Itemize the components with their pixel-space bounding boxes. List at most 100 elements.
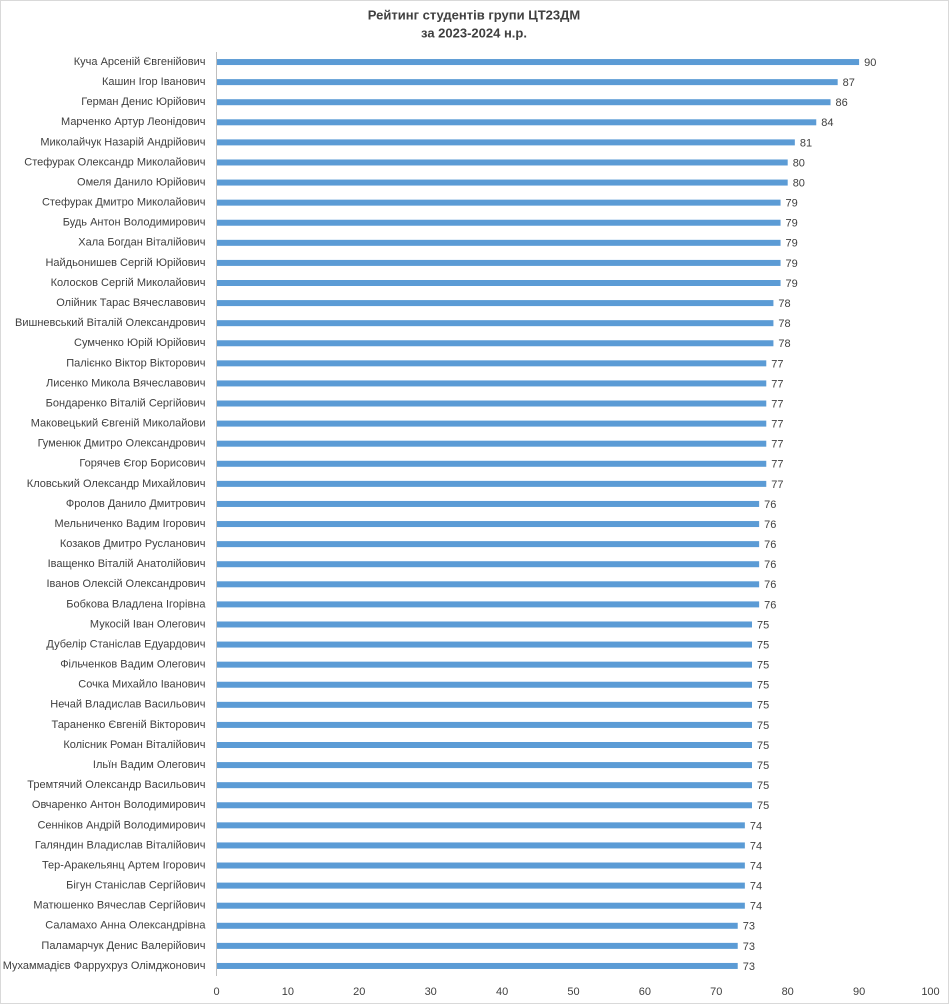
data-label: 79 — [786, 218, 798, 230]
bar — [216, 802, 752, 809]
bar — [216, 380, 767, 387]
x-tick-label: 30 — [425, 986, 437, 998]
y-tick-label: Лисенко Микола Вячеславович — [46, 377, 206, 389]
bar — [216, 99, 831, 106]
bar — [216, 681, 752, 688]
bar — [216, 962, 738, 969]
y-tick-label: Колосков Сергій Миколайович — [51, 277, 206, 289]
data-label: 76 — [764, 559, 776, 571]
x-tick-label: 70 — [710, 986, 722, 998]
data-label: 84 — [821, 117, 833, 129]
x-tick-label: 10 — [282, 986, 294, 998]
bar — [216, 79, 838, 86]
y-tick-label: Стефурак Олександр Миколайович — [24, 156, 205, 168]
data-label: 75 — [757, 800, 769, 812]
y-tick-label: Хала Богдан Віталійович — [78, 237, 205, 249]
data-label: 74 — [750, 881, 762, 893]
y-tick-label: Галяндин Владислав Віталійович — [35, 839, 206, 851]
y-tick-label: Дубелір Станіслав Едуардович — [46, 638, 205, 650]
x-tick-label: 20 — [353, 986, 365, 998]
y-tick-label: Гуменюк Дмитро Олександрович — [38, 438, 206, 450]
bar — [216, 601, 760, 608]
bar — [216, 842, 745, 849]
y-tick-label: Будь Антон Володимирович — [63, 217, 206, 229]
y-tick-label: Мухаммадієв Фаррухруз Олімджонович — [3, 960, 206, 972]
data-label: 77 — [771, 378, 783, 390]
data-label: 80 — [793, 157, 805, 169]
data-label: 79 — [786, 198, 798, 210]
bar — [216, 701, 752, 708]
bar — [216, 59, 860, 66]
y-tick-label: Марченко Артур Леонідович — [61, 116, 205, 128]
y-tick-label: Колісник Роман Віталійович — [63, 739, 205, 751]
y-tick-label: Ільїн Вадим Олегович — [93, 759, 206, 771]
bar — [216, 300, 774, 307]
bar — [216, 541, 760, 548]
y-tick-label: Матюшенко Вячеслав Сергійович — [33, 900, 205, 912]
y-tick-label: Тараненко Євгеній Вікторович — [51, 719, 205, 731]
bar — [216, 822, 745, 829]
y-tick-label: Овчаренко Антон Володимирович — [32, 799, 206, 811]
data-label: 77 — [771, 358, 783, 370]
y-tick-label: Кловський Олександр Михайлович — [27, 478, 206, 490]
chart-subtitle: за 2023-2024 н.р. — [421, 25, 527, 40]
bar — [216, 360, 767, 367]
bar — [216, 480, 767, 487]
data-label: 78 — [778, 338, 790, 350]
y-tick-label: Бігун Станіслав Сергійович — [66, 880, 205, 892]
data-label: 79 — [786, 258, 798, 270]
x-tick-label: 60 — [639, 986, 651, 998]
data-label: 81 — [800, 137, 812, 149]
data-label: 76 — [764, 519, 776, 531]
y-tick-label: Олійник Тарас Вячеславович — [56, 297, 205, 309]
y-tick-label: Мельниченко Вадим Ігорович — [55, 518, 206, 530]
data-label: 74 — [750, 860, 762, 872]
bar — [216, 902, 745, 909]
bar — [216, 259, 781, 266]
bar — [216, 581, 760, 588]
data-label: 75 — [757, 760, 769, 772]
data-label: 76 — [764, 599, 776, 611]
data-label: 75 — [757, 680, 769, 692]
data-label: 78 — [778, 298, 790, 310]
y-tick-label: Козаков Дмитро Русланович — [60, 538, 206, 550]
y-tick-label: Фільченков Вадим Олегович — [60, 659, 205, 671]
bar — [216, 280, 781, 286]
data-label: 75 — [757, 619, 769, 631]
data-label: 74 — [750, 820, 762, 832]
bar — [216, 742, 752, 748]
y-tick-label: Куча Арсеній Євгенійович — [74, 56, 206, 68]
bar — [216, 862, 745, 869]
y-tick-label: Горячев Єгор Борисович — [79, 458, 205, 470]
bar — [216, 440, 767, 447]
y-tick-label: Кашин Ігор Іванович — [102, 76, 206, 88]
bar — [216, 239, 781, 246]
bar — [216, 159, 788, 166]
y-tick-label: Іващенко Віталій Анатолійович — [48, 558, 206, 570]
data-label: 73 — [743, 941, 755, 953]
bar — [216, 661, 752, 668]
y-tick-label: Іванов Олексій Олександрович — [46, 578, 205, 590]
data-label: 74 — [750, 901, 762, 913]
y-tick-label: Тер-Аракельянц Артем Ігорович — [42, 859, 206, 871]
bar — [216, 922, 738, 929]
data-label: 90 — [864, 57, 876, 69]
bar — [216, 561, 760, 568]
y-tick-label: Миколайчук Назарій Андрійович — [40, 136, 205, 148]
y-tick-label: Мукосій Іван Олегович — [90, 618, 206, 630]
bar — [216, 179, 788, 186]
data-label: 78 — [778, 318, 790, 330]
bar — [216, 420, 767, 427]
bar — [216, 400, 767, 407]
data-label: 79 — [786, 278, 798, 290]
data-label: 75 — [757, 720, 769, 732]
data-label: 76 — [764, 539, 776, 551]
data-label: 75 — [757, 660, 769, 672]
y-tick-label: Нечай Владислав Васильович — [50, 699, 205, 711]
bar — [216, 521, 760, 528]
bar — [216, 340, 774, 347]
y-tick-label: Маковецький Євгеній Миколайови — [31, 418, 206, 430]
data-label: 76 — [764, 579, 776, 591]
data-label: 73 — [743, 961, 755, 973]
